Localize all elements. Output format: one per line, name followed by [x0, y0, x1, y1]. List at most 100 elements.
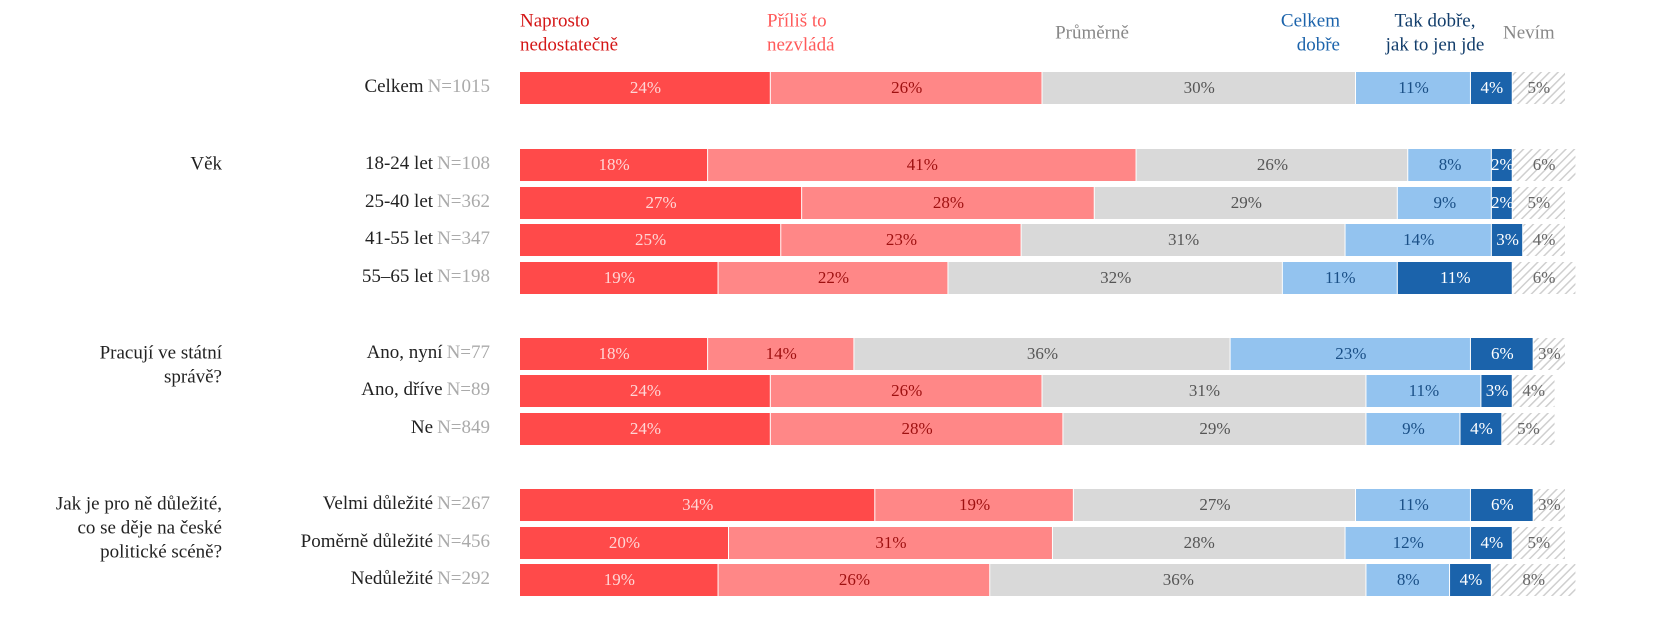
value-label: 4% — [1533, 230, 1556, 249]
value-label: 27% — [1199, 495, 1230, 514]
value-label: 11% — [1409, 381, 1440, 400]
value-label: 22% — [818, 268, 849, 287]
value-label: 11% — [1325, 268, 1356, 287]
bar-segment — [802, 187, 1094, 219]
bar-segment — [1470, 527, 1512, 559]
bar-segment — [1491, 149, 1512, 181]
value-label: 31% — [1189, 381, 1220, 400]
value-label: 25% — [635, 230, 666, 249]
bar-segment — [1502, 413, 1555, 445]
value-label: 5% — [1517, 419, 1540, 438]
value-label: 31% — [875, 533, 906, 552]
value-label: 4% — [1470, 419, 1493, 438]
n-label: N=292 — [437, 568, 490, 589]
n-label: N=456 — [437, 531, 490, 552]
value-label: 28% — [933, 193, 964, 212]
bar-segment — [718, 262, 948, 294]
value-label: 34% — [682, 495, 713, 514]
legend-label: Celkem — [1281, 10, 1340, 31]
bar-segment — [1021, 224, 1345, 256]
row-label: 55–65 let N=198 — [362, 266, 490, 287]
value-label: 11% — [1440, 268, 1471, 287]
value-label: 36% — [1027, 344, 1058, 363]
bar-segment — [729, 527, 1052, 559]
bar-segment — [1512, 187, 1565, 219]
bar-segment — [1397, 262, 1512, 294]
value-label: 23% — [886, 230, 917, 249]
bar-segment — [1512, 72, 1565, 104]
value-label: 9% — [1433, 193, 1456, 212]
value-label: 5% — [1528, 193, 1551, 212]
row-label: 18-24 let N=108 — [365, 153, 490, 174]
bar-segment — [1533, 489, 1565, 521]
value-label: 12% — [1393, 533, 1424, 552]
legend-label: Tak dobře, — [1395, 10, 1476, 31]
n-label: N=849 — [437, 417, 490, 438]
bar-segment — [1481, 375, 1512, 407]
value-label: 4% — [1481, 78, 1504, 97]
bar-segment — [1366, 375, 1481, 407]
value-label: 18% — [598, 155, 629, 174]
value-label: 24% — [630, 381, 661, 400]
row-label: Celkem N=1015 — [364, 76, 490, 97]
bar-segment — [770, 375, 1042, 407]
bar-segment — [1356, 489, 1470, 521]
bar-segment — [520, 262, 718, 294]
category-name: 18-24 let — [365, 153, 434, 174]
value-label: 26% — [839, 570, 870, 589]
bar-segment — [1094, 187, 1397, 219]
bar-segment — [1512, 149, 1576, 181]
bar-segment — [520, 375, 770, 407]
category-name: Ne — [411, 417, 433, 438]
bar-segment — [948, 262, 1282, 294]
value-label: 11% — [1398, 78, 1429, 97]
bar-segment — [1491, 564, 1576, 596]
bar-segment — [1366, 564, 1450, 596]
row-label: Ne N=849 — [411, 417, 490, 438]
value-label: 2% — [1491, 155, 1514, 174]
value-label: 20% — [609, 533, 640, 552]
legend-label: nedostatečně — [520, 34, 618, 55]
row-label: Velmi důležité N=267 — [323, 493, 490, 514]
group-label: Věk — [190, 153, 222, 174]
value-label: 2% — [1491, 193, 1514, 212]
n-label: N=1015 — [428, 76, 490, 97]
bar-segment — [990, 564, 1366, 596]
row-label: Ano, nyní N=77 — [367, 342, 490, 363]
bar-segment — [1512, 262, 1576, 294]
bar-segment — [1397, 187, 1491, 219]
value-label: 4% — [1522, 381, 1545, 400]
bar-segment — [520, 224, 781, 256]
legend-label: dobře — [1297, 34, 1340, 55]
bar-segment — [520, 338, 708, 370]
category-name: Ano, dříve — [361, 379, 442, 400]
bar-segment — [1460, 413, 1502, 445]
n-label: N=108 — [437, 153, 490, 174]
value-label: 27% — [645, 193, 676, 212]
category-name: Ano, nyní — [367, 342, 444, 363]
bar-segment — [520, 72, 770, 104]
value-label: 24% — [630, 419, 661, 438]
value-label: 3% — [1538, 344, 1561, 363]
bar-segment — [770, 413, 1063, 445]
value-label: 5% — [1528, 78, 1551, 97]
value-label: 26% — [891, 381, 922, 400]
category-name: 25-40 let — [365, 191, 434, 212]
category-name: 41-55 let — [365, 228, 434, 249]
value-label: 6% — [1491, 344, 1514, 363]
value-label: 3% — [1486, 381, 1509, 400]
value-label: 11% — [1398, 495, 1429, 514]
value-label: 6% — [1491, 495, 1514, 514]
row-label: Poměrně důležité N=456 — [301, 531, 490, 552]
bar-segment — [1063, 413, 1366, 445]
bar-segment — [520, 527, 728, 559]
bar-segment — [770, 72, 1042, 104]
bar-segment — [1356, 72, 1470, 104]
row-label: Ano, dříve N=89 — [361, 379, 490, 400]
bar-segment — [1491, 224, 1523, 256]
value-label: 4% — [1460, 570, 1483, 589]
value-label: 8% — [1439, 155, 1462, 174]
bar-segment — [1470, 489, 1533, 521]
n-label: N=267 — [437, 493, 490, 514]
